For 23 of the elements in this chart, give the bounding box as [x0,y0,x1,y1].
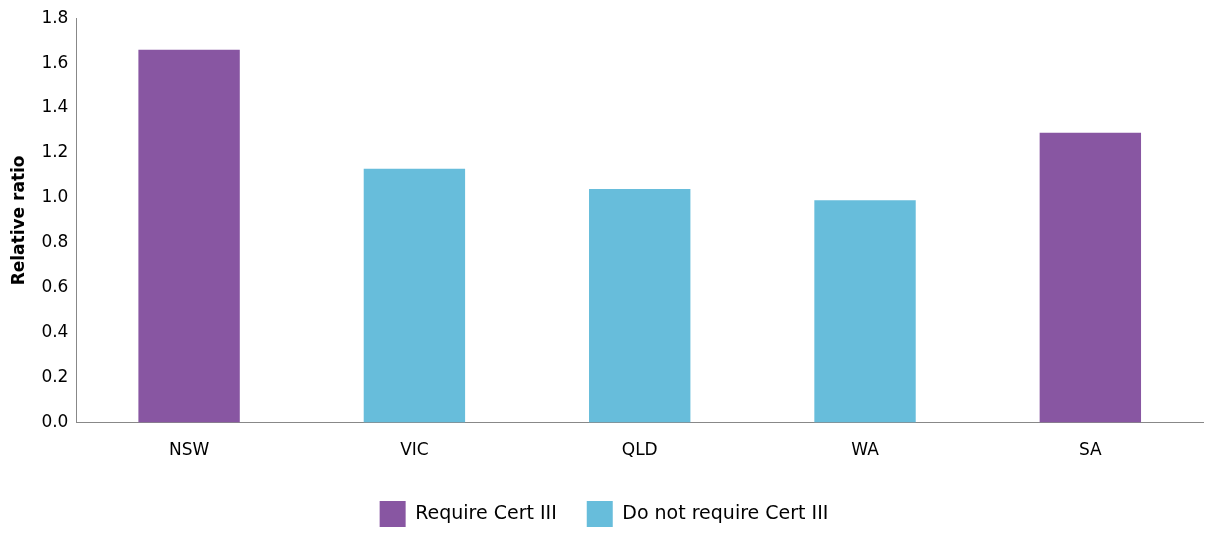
x-tick-label: WA [851,439,880,460]
y-tick-label: 1.6 [41,51,69,72]
x-tick-label: QLD [621,439,658,460]
y-tick-label: 0.2 [41,366,69,387]
y-tick-label: 0.8 [41,231,69,252]
y-tick-label: 1.2 [41,141,69,162]
y-tick-label: 1.0 [41,186,69,207]
legend-label: Require Cert III [415,500,557,523]
bar [589,188,691,423]
bar [138,49,240,423]
y-tick-label: 1.8 [41,6,69,27]
bar [814,200,916,423]
x-tick-label: NSW [168,439,210,460]
legend-label: Do not require Cert III [622,500,829,523]
x-tick-label: SA [1078,439,1103,460]
bar [363,168,466,423]
y-axis-title: Relative ratio [7,155,28,286]
y-tick-label: 0.4 [41,321,69,342]
y-tick-label: 1.4 [41,96,69,117]
y-tick-label: 0.6 [41,276,69,297]
y-tick-label: 0.0 [41,411,69,432]
bar [1039,132,1142,423]
x-tick-label: VIC [400,439,429,460]
